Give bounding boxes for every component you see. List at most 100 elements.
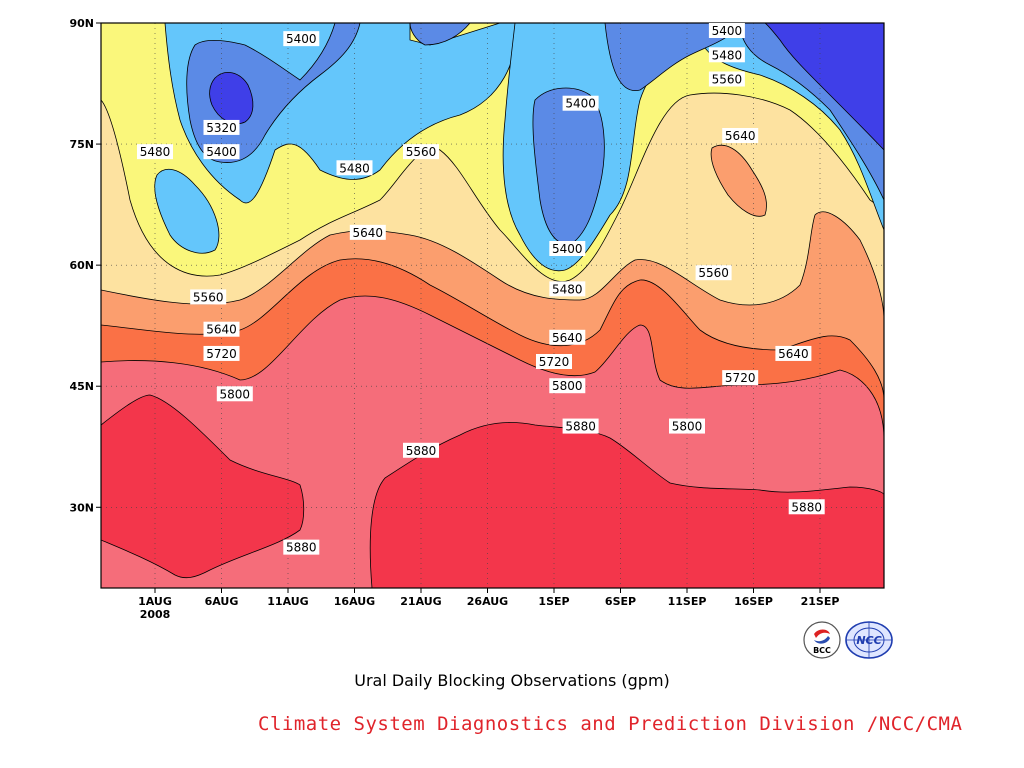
contour-label: 5320 <box>203 119 240 135</box>
grid-lines <box>101 22 884 588</box>
y-tick-label: 30N <box>69 501 94 514</box>
band-above-5880 <box>101 394 305 579</box>
contour-label-text: 5400 <box>712 24 743 38</box>
contour-label-text: 5880 <box>791 500 822 514</box>
contour-label-text: 5800 <box>552 379 583 393</box>
contour-label-background <box>722 370 759 386</box>
x-tick-label: 16AUG <box>334 595 375 608</box>
contour-label-background <box>203 144 240 160</box>
contour-label-background <box>708 71 745 87</box>
contour-label-text: 5480 <box>140 145 171 159</box>
x-tick-label: 16SEP <box>734 595 773 608</box>
contour-label-text: 5640 <box>206 323 237 337</box>
contour-label: 5640 <box>349 224 386 240</box>
contour-label-background <box>669 418 705 434</box>
contour-fill-regions <box>101 23 884 588</box>
contour-label-background <box>336 160 373 176</box>
contour-label: 5640 <box>775 345 812 361</box>
contour-label: 5480 <box>336 160 373 176</box>
contour-label: 5720 <box>536 354 572 369</box>
band-5320-5400-e <box>409 23 471 46</box>
contour-label-text: 5480 <box>552 282 583 296</box>
band-5320-5400-b <box>532 87 605 246</box>
band-5320-5400-c <box>604 23 741 92</box>
contour-label: 5400 <box>283 31 320 47</box>
contour-label: 5640 <box>722 128 759 143</box>
contour-label-background <box>216 386 253 402</box>
contour-label: 5880 <box>788 499 825 515</box>
chart-title: Ural Daily Blocking Observations (gpm) <box>354 671 670 690</box>
contour-label-background <box>403 144 439 160</box>
contour-label-text: 5720 <box>539 355 570 369</box>
band-above-5880-b <box>369 422 884 588</box>
contour-label: 5880 <box>562 418 599 434</box>
contour-label-background <box>549 241 586 256</box>
band-below-5320-b <box>764 23 884 151</box>
contour-label-text: 5560 <box>698 266 729 280</box>
contour-labels: 5400 5320 5400 5480 5560 5480 5640 5560 5640 5720… <box>137 23 825 555</box>
contour-label: 5400 <box>203 144 240 160</box>
contour-label-background <box>536 354 572 369</box>
ncc-logo: NCC <box>845 621 893 659</box>
contour-label-text: 5400 <box>286 32 317 46</box>
x-tick-label: 26AUG <box>467 595 508 608</box>
contour-label: 5480 <box>549 281 586 297</box>
y-axis: 90N 75N 60N 45N 30N <box>69 17 101 514</box>
x-tick-label: 11AUG <box>267 595 308 608</box>
contour-label-background <box>695 265 732 281</box>
contour-label-background <box>722 128 759 143</box>
band-below-5320 <box>209 71 254 125</box>
contour-label-text: 5720 <box>725 371 756 385</box>
contour-label: 5560 <box>695 265 732 281</box>
contour-label: 5640 <box>203 321 240 337</box>
contour-label: 5400 <box>562 95 599 111</box>
x-tick-label: 21AUG <box>400 595 441 608</box>
contour-label-text: 5880 <box>286 541 317 555</box>
contour-label-text: 5560 <box>712 73 743 87</box>
contour-label-text: 5640 <box>725 129 756 143</box>
contour-label-background <box>403 442 439 458</box>
contour-label: 5400 <box>549 241 586 256</box>
contour-label: 5880 <box>283 539 320 555</box>
contour-label-text: 5800 <box>672 420 703 434</box>
y-tick-label: 60N <box>69 259 94 272</box>
y-tick-label: 90N <box>69 17 94 30</box>
x-axis-year-label: 2008 <box>140 608 171 621</box>
ncc-logo-text: NCC <box>856 634 881 647</box>
contour-label-text: 5880 <box>565 420 596 434</box>
contour-label-text: 5800 <box>220 387 251 401</box>
x-tick-label: 6AUG <box>205 595 239 608</box>
x-tick-label: 6SEP <box>605 595 636 608</box>
band-5640-5720-b <box>710 144 767 217</box>
contour-label: 5480 <box>137 144 173 160</box>
contour-label: 5720 <box>722 370 759 386</box>
contour-label: 5880 <box>403 442 439 458</box>
contour-label-background <box>788 499 825 515</box>
contour-label: 5800 <box>549 378 586 394</box>
x-axis: 1AUG 6AUG 11AUG 16AUG 21AUG 26AUG 1SEP 6SEP 11SE… <box>138 588 839 608</box>
contour-label-background <box>190 289 227 305</box>
contour-label-background <box>349 224 386 240</box>
contour-label-background <box>549 329 586 345</box>
contour-label-text: 5400 <box>206 145 237 159</box>
x-tick-label: 21SEP <box>801 595 840 608</box>
contour-label-text: 5400 <box>552 242 583 256</box>
plot-frame <box>100 22 885 589</box>
contour-label: 5480 <box>708 47 745 63</box>
contour-label-background <box>203 321 240 337</box>
contour-label-text: 5640 <box>353 226 384 240</box>
chart-credit: Climate System Diagnostics and Predictio… <box>258 713 963 735</box>
contour-label-text: 5640 <box>778 347 809 361</box>
contour-label-background <box>562 418 599 434</box>
contour-label-text: 5480 <box>339 161 370 175</box>
contour-label-background <box>562 95 599 111</box>
contour-label-text: 5400 <box>565 97 596 111</box>
contour-label-text: 5320 <box>206 121 237 135</box>
contour-plot: 90N 75N 60N 45N 30N 1AUG 6AUG 11AUG 16AUG 21AUG 2… <box>69 17 885 621</box>
contour-label: 5800 <box>216 386 253 402</box>
contour-label: 5560 <box>403 144 439 160</box>
x-tick-label: 1AUG <box>138 595 172 608</box>
contour-label-text: 5720 <box>206 347 237 361</box>
y-tick-label: 75N <box>69 138 94 151</box>
contour-label-text: 5560 <box>193 290 224 304</box>
